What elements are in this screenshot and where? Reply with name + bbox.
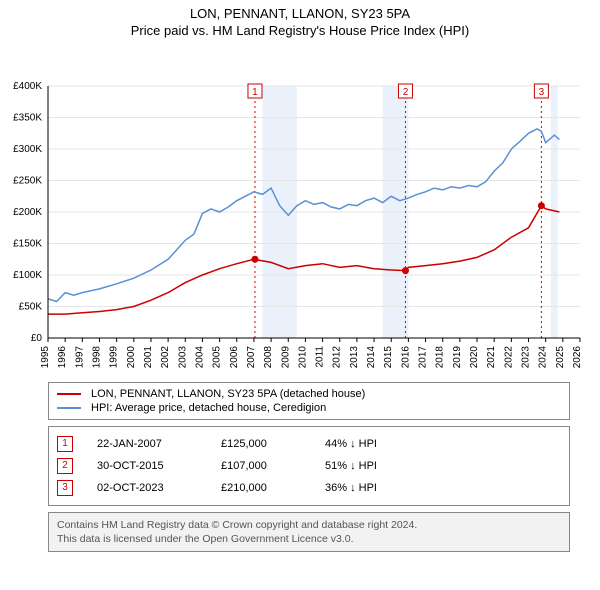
x-tick-label: 2010 [297, 346, 308, 369]
x-tick-label: 2007 [246, 346, 257, 369]
x-tick-label: 2023 [521, 346, 532, 369]
x-tick-label: 2006 [229, 346, 240, 369]
x-tick-label: 1995 [40, 346, 51, 369]
legend: LON, PENNANT, LLANON, SY23 5PA (detached… [48, 382, 570, 420]
x-tick-label: 2002 [160, 346, 171, 369]
x-tick-label: 1997 [74, 346, 85, 369]
marker-number: 3 [57, 480, 73, 496]
y-tick-label: £100K [13, 270, 42, 281]
chart-container: LON, PENNANT, LLANON, SY23 5PA Price pai… [0, 0, 600, 552]
series-hpi [48, 129, 559, 302]
x-tick-label: 1996 [57, 346, 68, 369]
series-dot [251, 256, 258, 263]
title-subtitle: Price paid vs. HM Land Registry's House … [0, 23, 600, 38]
y-tick-label: £150K [13, 239, 42, 250]
marker-price: £210,000 [221, 482, 301, 494]
y-tick-label: £400K [13, 81, 42, 92]
x-tick-label: 2017 [418, 346, 429, 369]
marker-row: 3 02-OCT-2023 £210,000 36% ↓ HPI [57, 477, 561, 499]
x-tick-label: 2016 [400, 346, 411, 369]
line-chart: £0 £50K £100K £150K £200K £250K £300K £350K £400… [0, 38, 600, 378]
footer-line-2: This data is licensed under the Open Gov… [57, 532, 561, 546]
marker-price: £125,000 [221, 438, 301, 450]
x-tick-label: 2019 [452, 346, 463, 369]
marker-number: 1 [57, 436, 73, 452]
x-tick-label: 2005 [212, 346, 223, 369]
x-tick-label: 1998 [91, 346, 102, 369]
marker-pct: 51% ↓ HPI [325, 460, 405, 472]
legend-label: LON, PENNANT, LLANON, SY23 5PA (detached… [91, 388, 365, 400]
y-tick-label: £350K [13, 113, 42, 124]
series-price_paid [48, 206, 559, 314]
y-tick-label: £250K [13, 176, 42, 187]
x-tick-label: 2026 [572, 346, 583, 369]
marker-pct: 36% ↓ HPI [325, 482, 405, 494]
x-tick-label: 2015 [383, 346, 394, 369]
attribution-footer: Contains HM Land Registry data © Crown c… [48, 512, 570, 552]
series-dot [402, 267, 409, 274]
x-tick-label: 2003 [177, 346, 188, 369]
x-tick-label: 2021 [486, 346, 497, 369]
x-tick-label: 1999 [109, 346, 120, 369]
y-tick-label: £300K [13, 144, 42, 155]
title-address: LON, PENNANT, LLANON, SY23 5PA [0, 6, 600, 21]
marker-badge-number: 3 [539, 87, 545, 98]
x-tick-label: 2022 [503, 346, 514, 369]
y-tick-label: £50K [19, 302, 43, 313]
legend-label: HPI: Average price, detached house, Cere… [91, 402, 326, 414]
marker-row: 2 30-OCT-2015 £107,000 51% ↓ HPI [57, 455, 561, 477]
marker-pct: 44% ↓ HPI [325, 438, 405, 450]
marker-badge-number: 1 [252, 87, 258, 98]
x-tick-label: 2013 [349, 346, 360, 369]
x-tick-label: 2008 [263, 346, 274, 369]
x-tick-label: 2011 [315, 346, 326, 368]
legend-item: HPI: Average price, detached house, Cere… [57, 401, 561, 415]
x-tick-label: 2001 [143, 346, 154, 369]
x-tick-label: 2009 [280, 346, 291, 369]
legend-item: LON, PENNANT, LLANON, SY23 5PA (detached… [57, 387, 561, 401]
x-tick-label: 2014 [366, 346, 377, 369]
x-tick-label: 2018 [435, 346, 446, 369]
marker-badge-number: 2 [403, 87, 409, 98]
x-tick-label: 2020 [469, 346, 480, 369]
footer-line-1: Contains HM Land Registry data © Crown c… [57, 518, 561, 532]
marker-price: £107,000 [221, 460, 301, 472]
x-tick-label: 2024 [538, 346, 549, 369]
y-tick-label: £200K [13, 207, 42, 218]
x-tick-label: 2012 [332, 346, 343, 369]
series-dot [538, 202, 545, 209]
legend-swatch [57, 393, 81, 395]
titles: LON, PENNANT, LLANON, SY23 5PA Price pai… [0, 0, 600, 38]
marker-date: 22-JAN-2007 [97, 438, 197, 450]
marker-row: 1 22-JAN-2007 £125,000 44% ↓ HPI [57, 433, 561, 455]
marker-date: 02-OCT-2023 [97, 482, 197, 494]
x-tick-label: 2000 [126, 346, 137, 369]
marker-date: 30-OCT-2015 [97, 460, 197, 472]
markers-table: 1 22-JAN-2007 £125,000 44% ↓ HPI 2 30-OCT-201… [48, 426, 570, 506]
y-tick-label: £0 [31, 333, 43, 344]
legend-swatch [57, 407, 81, 409]
x-tick-label: 2004 [194, 346, 205, 369]
x-tick-label: 2025 [555, 346, 566, 369]
marker-number: 2 [57, 458, 73, 474]
